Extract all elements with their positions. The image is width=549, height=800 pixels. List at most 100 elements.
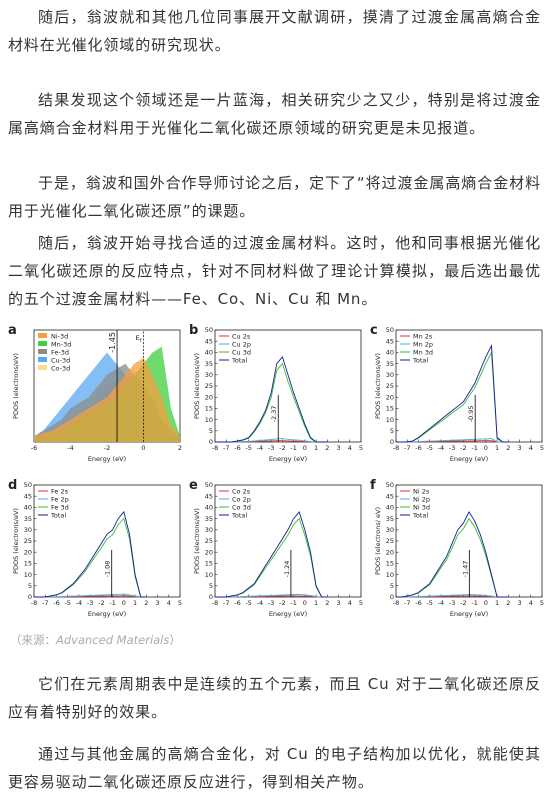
y-tick-label: 5 bbox=[390, 582, 394, 590]
panel-label: a bbox=[8, 323, 17, 338]
legend-label: Co-3d bbox=[51, 364, 70, 372]
y-tick-label: 35 bbox=[205, 360, 213, 368]
panel-label: d bbox=[8, 478, 17, 493]
legend-swatch bbox=[38, 349, 47, 354]
x-tick-label: 3 bbox=[336, 599, 340, 607]
y-tick-label: 45 bbox=[24, 492, 32, 500]
x-tick-label: 5 bbox=[178, 599, 182, 607]
legend-label: Total bbox=[412, 511, 428, 519]
y-tick-label: 35 bbox=[24, 515, 32, 523]
y-tick-label: 40 bbox=[24, 504, 32, 512]
x-tick-label: 4 bbox=[529, 444, 533, 452]
pdos-line bbox=[34, 517, 147, 598]
panel-label: e bbox=[189, 478, 198, 493]
x-tick-label: -3 bbox=[87, 599, 93, 607]
y-tick-label: 40 bbox=[205, 504, 213, 512]
y-tick-label: 0 bbox=[390, 593, 394, 601]
y-tick-label: 20 bbox=[386, 548, 394, 556]
x-axis-label: Energy (eV) bbox=[450, 610, 488, 618]
pdos-line bbox=[396, 517, 509, 598]
paragraph: 随后，翁波就和其他几位同事展开文献调研，摸清了过渡金属高熵合金材料在光催化领域的… bbox=[8, 8, 541, 54]
y-tick-label: 5 bbox=[28, 582, 32, 590]
x-tick-label: -7 bbox=[223, 599, 229, 607]
legend-label: Co 2s bbox=[232, 487, 251, 495]
x-tick-label: -2 bbox=[460, 444, 466, 452]
x-tick-label: 4 bbox=[529, 599, 533, 607]
y-tick-label: 20 bbox=[24, 548, 32, 556]
pdos-line bbox=[215, 355, 328, 443]
x-tick-label: -1 bbox=[471, 444, 477, 452]
panel-label: b bbox=[189, 323, 198, 338]
y-tick-label: 15 bbox=[205, 560, 213, 568]
legend-label: Mn-3d bbox=[51, 340, 71, 348]
x-tick-label: 1 bbox=[133, 599, 137, 607]
panel-label: c bbox=[370, 323, 378, 338]
x-tick-label: -5 bbox=[426, 444, 432, 452]
x-tick-label: 0 bbox=[303, 599, 307, 607]
x-tick-label: 2 bbox=[506, 599, 510, 607]
x-tick-label: -8 bbox=[212, 599, 218, 607]
legend-label: Total bbox=[50, 511, 66, 519]
y-tick-label: 30 bbox=[386, 371, 394, 379]
x-axis-label: Energy (eV) bbox=[88, 455, 126, 463]
y-tick-label: 45 bbox=[386, 337, 394, 345]
legend-label: Total bbox=[412, 356, 428, 364]
pdos-line bbox=[215, 510, 328, 598]
legend-swatch bbox=[38, 357, 47, 362]
legend-label: Mn 2p bbox=[413, 340, 433, 348]
x-tick-label: 2 bbox=[144, 599, 148, 607]
figure: a PDOS (electrons/eV) Energy (eV) -6 -4 -2 0 2 -… bbox=[8, 323, 544, 618]
paragraph: 结果发现这个领域还是一片蓝海，相关研究少之又少，特别是将过渡金属高熵合金材料用于… bbox=[8, 91, 541, 137]
legend-label: Ni-3d bbox=[51, 332, 68, 340]
x-axis-label: Energy (eV) bbox=[269, 610, 307, 618]
x-tick-label: -5 bbox=[426, 599, 432, 607]
panel-label: f bbox=[370, 478, 376, 493]
pdos-line bbox=[34, 593, 147, 598]
y-tick-label: 35 bbox=[386, 360, 394, 368]
y-tick-label: 50 bbox=[205, 481, 213, 489]
annotation-label: -0.95 bbox=[467, 406, 475, 423]
x-tick-label: -6 bbox=[415, 444, 421, 452]
legend-label: Ni 2p bbox=[413, 495, 430, 503]
y-tick-label: 10 bbox=[205, 416, 213, 424]
x-tick-label: -2 bbox=[104, 444, 110, 452]
y-tick-label: 20 bbox=[205, 393, 213, 401]
annotation-label: -2.37 bbox=[270, 406, 278, 423]
y-tick-label: 25 bbox=[386, 382, 394, 390]
y-tick-label: 15 bbox=[386, 405, 394, 413]
y-tick-label: 15 bbox=[386, 560, 394, 568]
legend-label: Cu 2s bbox=[232, 332, 251, 340]
x-tick-label: -4 bbox=[257, 444, 263, 452]
y-tick-label: 0 bbox=[209, 593, 213, 601]
x-tick-label: -7 bbox=[223, 444, 229, 452]
x-tick-label: 4 bbox=[348, 599, 352, 607]
y-tick-label: 10 bbox=[24, 571, 32, 579]
x-tick-label: 1 bbox=[495, 599, 499, 607]
x-tick-label: -1 bbox=[109, 599, 115, 607]
x-tick-label: 0 bbox=[303, 444, 307, 452]
pdos-line bbox=[396, 344, 509, 443]
y-tick-label: 50 bbox=[24, 481, 32, 489]
legend-label: Total bbox=[231, 511, 247, 519]
x-tick-label: -2 bbox=[98, 599, 104, 607]
y-tick-label: 20 bbox=[386, 393, 394, 401]
annotation-label: -1.45 bbox=[108, 332, 117, 353]
x-tick-label: 2 bbox=[325, 599, 329, 607]
x-tick-label: 3 bbox=[155, 599, 159, 607]
y-axis-label: PDOS (electrons/eV) bbox=[374, 353, 382, 419]
y-tick-label: 0 bbox=[390, 438, 394, 446]
paragraph: 它们在元素周期表中是连续的五个元素，而且 Cu 对于二氧化碳还原反应有着特别好的… bbox=[8, 675, 541, 721]
annotation-label: -1.08 bbox=[104, 561, 112, 578]
fermi-label-main: E bbox=[136, 334, 140, 342]
y-tick-label: 30 bbox=[386, 526, 394, 534]
y-axis-label: PDOS (electrons/eV) bbox=[193, 508, 201, 574]
pdos-line bbox=[396, 510, 509, 598]
y-axis-label: PDOS (electrons/eV) bbox=[12, 353, 20, 419]
y-tick-label: 30 bbox=[24, 526, 32, 534]
pdos-line bbox=[215, 593, 328, 598]
x-tick-label: -6 bbox=[234, 599, 240, 607]
y-tick-label: 40 bbox=[386, 504, 394, 512]
legend-label: Ni 3d bbox=[413, 503, 430, 511]
pdos-line bbox=[396, 350, 509, 443]
fermi-label-sub: f bbox=[140, 338, 142, 344]
